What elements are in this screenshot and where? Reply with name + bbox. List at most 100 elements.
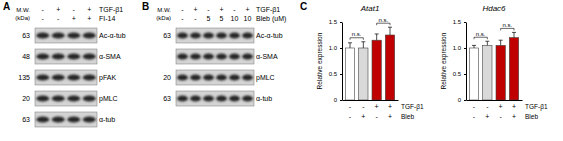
condition-sign: - — [42, 15, 45, 22]
blot-membrane — [176, 28, 254, 43]
mw-value: 63 — [163, 32, 171, 39]
y-tick-label: 1.0 — [453, 45, 462, 51]
y-tick: 1.0 — [453, 45, 466, 51]
error-bar-cap — [485, 41, 489, 42]
y-tick-mark — [464, 22, 466, 23]
y-axis-title: Relative expression — [316, 32, 324, 89]
x-axis-line — [467, 100, 523, 101]
plot-area — [469, 32, 518, 100]
blot-name: α-tub — [256, 95, 272, 102]
condition-sign: + — [87, 15, 91, 22]
condition-sign: - — [473, 113, 476, 120]
blot-membrane — [35, 70, 97, 85]
y-tick-label: 0 — [458, 97, 462, 103]
y-tick: 1.5 — [329, 19, 342, 25]
chart-title: Hdac6 — [482, 4, 506, 13]
blot-band — [52, 96, 65, 102]
blot-band — [83, 54, 96, 60]
annotation: n.s. — [502, 22, 512, 28]
blot-band — [216, 33, 227, 39]
condition-sign: - — [57, 15, 60, 22]
error-bar-cap — [388, 27, 392, 28]
blot-band — [83, 75, 96, 81]
condition-sign: - — [486, 103, 489, 110]
y-axis: 00.51.01.5 — [453, 19, 467, 103]
annotation-bracket — [474, 37, 487, 39]
annotation: n.s. — [352, 31, 362, 37]
y-tick-mark — [464, 100, 466, 101]
mw-value: 63 — [22, 116, 30, 123]
blot-name: α-tub — [99, 116, 115, 123]
condition-sign: - — [362, 103, 365, 110]
bar — [496, 45, 505, 100]
blot-band — [229, 96, 240, 102]
condition-sign: 5 — [220, 15, 224, 22]
x-axis-line — [343, 100, 399, 101]
condition-sign: - — [181, 6, 184, 13]
blot — [35, 70, 97, 85]
mw-value: 20 — [22, 95, 30, 102]
blot-name: Ac-α-tub — [256, 32, 283, 39]
blot-name: pFAK — [99, 74, 116, 82]
blot-band — [177, 54, 188, 60]
annotation-bracket — [501, 28, 514, 30]
y-tick: 1.0 — [329, 45, 342, 51]
blot-band — [177, 75, 188, 81]
error-bar-cap — [361, 41, 365, 42]
error-bar-stem — [514, 32, 515, 37]
blot — [176, 28, 254, 43]
blot-band — [67, 54, 80, 60]
mw-header: M.W. — [16, 7, 30, 13]
condition-sign: + — [193, 6, 197, 13]
blot — [35, 49, 97, 64]
blot-band — [229, 33, 240, 39]
blot-band — [52, 33, 65, 39]
blot-band — [203, 75, 214, 81]
blot-band — [216, 54, 227, 60]
condition-name: TGF-β1 — [525, 103, 548, 111]
error-bar-cap — [512, 32, 516, 33]
panel-label: A — [3, 1, 10, 12]
condition-sign: + — [87, 6, 91, 13]
blot-band — [177, 33, 188, 39]
figure: AM.W.(kDa)-+-+TGF-β1--++FI-1463Ac-α-tub4… — [0, 0, 563, 141]
bar — [359, 48, 368, 100]
condition-sign: - — [42, 6, 45, 13]
error-bar-stem — [487, 41, 488, 45]
blot-band — [242, 33, 253, 39]
blot-band — [203, 33, 214, 39]
blot-band — [52, 54, 65, 60]
blot-membrane — [35, 91, 97, 106]
blot-band — [67, 96, 80, 102]
blot-name: pMLC — [256, 74, 275, 82]
blot-band — [203, 96, 214, 102]
bar — [469, 48, 478, 100]
error-bar — [499, 40, 503, 45]
mw-header: (kDa) — [156, 15, 171, 21]
condition-sign: - — [473, 103, 476, 110]
blot-band — [67, 117, 80, 123]
blot — [176, 91, 254, 106]
y-tick-mark — [340, 22, 342, 23]
blot-band — [36, 75, 49, 81]
y-tick-label: 0 — [334, 97, 338, 103]
condition-sign: 10 — [244, 15, 252, 22]
error-bar-cap — [472, 45, 476, 46]
blot-band — [216, 75, 227, 81]
blot-band — [52, 75, 65, 81]
condition-name: Bleb — [525, 113, 538, 120]
y-axis-title: Relative expression — [440, 32, 448, 89]
bar — [372, 40, 381, 100]
blot-band — [242, 96, 253, 102]
condition-sign: 10 — [231, 15, 239, 22]
error-bar — [348, 43, 352, 48]
plot-area — [345, 27, 394, 100]
error-bar-stem — [363, 42, 364, 48]
blot-band — [67, 33, 80, 39]
condition-sign: + — [56, 6, 60, 13]
error-bar-cap — [348, 42, 352, 43]
blot-band — [36, 117, 49, 123]
blot-band — [36, 33, 49, 39]
blot-membrane — [35, 112, 97, 127]
bar — [385, 35, 394, 100]
